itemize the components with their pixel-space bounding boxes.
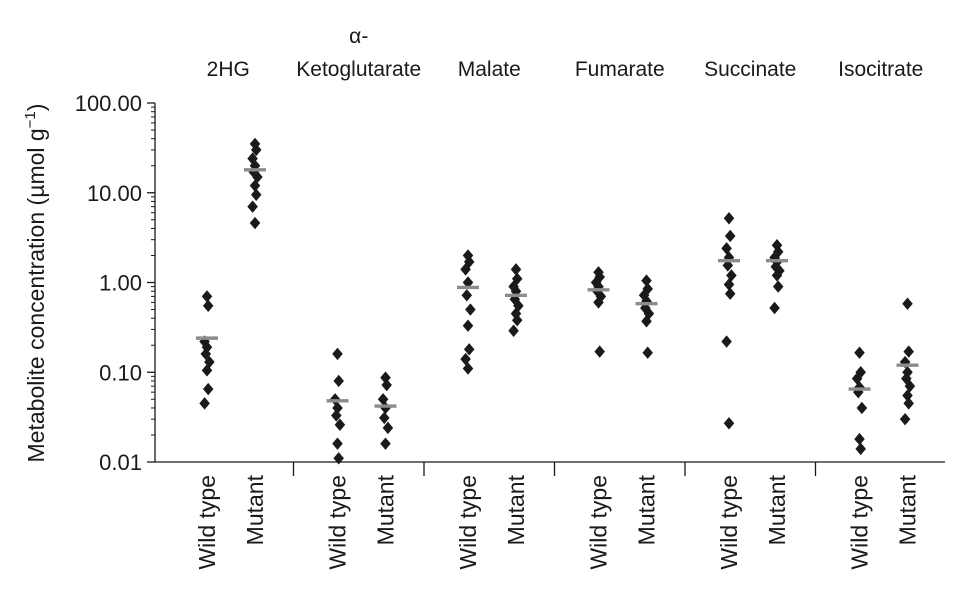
data-point: [201, 364, 213, 377]
wild-type-label: Wild type: [194, 475, 220, 570]
data-point: [723, 278, 735, 291]
y-axis-label: Metabolite concentration (µmol g−1): [22, 104, 49, 463]
data-marks: [196, 137, 919, 465]
data-point: [641, 315, 652, 328]
data-point: [460, 352, 471, 366]
y-tick-label: 100.00: [75, 91, 142, 116]
data-point: [380, 401, 391, 415]
metabolite-label: Malate: [458, 58, 521, 81]
data-point: [249, 179, 261, 192]
data-point: [903, 397, 914, 410]
data-point: [902, 297, 913, 310]
data-point: [856, 401, 868, 415]
y-axis-label-close: ): [23, 104, 49, 112]
mutant-label: Mutant: [242, 474, 268, 545]
data-point: [855, 442, 866, 456]
data-point: [249, 216, 261, 230]
data-point: [721, 242, 732, 255]
data-point: [332, 347, 343, 361]
data-point: [380, 371, 391, 384]
data-point: [904, 379, 916, 393]
data-point: [641, 274, 652, 287]
data-point: [250, 188, 262, 201]
wild-type-label: Wild type: [586, 475, 612, 570]
y-tick-label: 0.10: [99, 360, 142, 385]
data-point: [332, 401, 343, 415]
data-point: [772, 280, 784, 293]
data-point: [726, 269, 737, 282]
mutant-label: Mutant: [634, 474, 660, 545]
data-point: [199, 397, 210, 410]
data-point: [642, 346, 653, 359]
data-point: [899, 412, 911, 426]
axes: 0.01 0.10 1.00 10.00 100.00: [75, 91, 945, 476]
data-point: [723, 212, 735, 225]
data-point: [460, 263, 471, 276]
data-point: [247, 200, 258, 213]
y-tick-label: 0.01: [99, 450, 142, 475]
wild-type-label: Wild type: [716, 475, 742, 570]
metabolite-label: Succinate: [704, 58, 796, 81]
data-point: [381, 378, 392, 392]
metabolite-label: α-: [349, 25, 368, 48]
data-point: [902, 389, 913, 402]
data-point: [201, 290, 213, 303]
data-point: [771, 269, 783, 282]
data-point: [461, 289, 473, 302]
data-point: [462, 362, 474, 375]
data-point: [723, 417, 735, 430]
data-point: [380, 437, 391, 450]
data-point: [854, 432, 865, 446]
wild-type-label: Wild type: [455, 475, 481, 570]
data-point: [854, 346, 865, 359]
data-point: [593, 296, 604, 309]
data-point: [721, 335, 732, 348]
wild-type-label: Wild type: [325, 475, 351, 570]
data-point: [333, 374, 344, 388]
data-point: [769, 301, 780, 315]
metabolite-label: Isocitrate: [838, 58, 923, 81]
mutant-label: Mutant: [764, 474, 790, 545]
data-point: [379, 411, 390, 425]
data-point: [511, 314, 523, 327]
data-point: [463, 343, 475, 356]
data-point: [334, 418, 346, 431]
y-tick-label: 10.00: [87, 181, 142, 206]
data-point: [332, 437, 343, 450]
metabolite-label: Ketoglutarate: [296, 58, 421, 81]
wild-type-label: Wild type: [847, 475, 873, 570]
data-point: [331, 409, 342, 422]
mutant-label: Mutant: [373, 474, 399, 545]
metabolite-label: 2HG: [207, 58, 250, 81]
data-point: [903, 345, 914, 358]
data-point: [382, 421, 394, 435]
data-point: [510, 263, 522, 276]
y-axis-label-superscript: −1: [22, 111, 39, 128]
data-point: [247, 152, 258, 165]
data-point: [202, 382, 214, 396]
data-point: [724, 229, 736, 243]
mutant-label: Mutant: [503, 474, 529, 545]
data-point: [333, 452, 344, 465]
data-point: [462, 319, 474, 332]
metabolite-label: Fumarate: [575, 58, 665, 81]
y-tick-label: 1.00: [99, 271, 142, 296]
data-point: [508, 324, 519, 337]
data-point: [594, 345, 605, 358]
data-point: [462, 249, 474, 262]
data-point: [465, 303, 476, 316]
labels: 2HG Wild type Mutant α- Ketoglutarate Wild ty…: [194, 25, 923, 570]
y-axis-label-main: Metabolite concentration (µmol g: [23, 128, 49, 462]
data-point: [250, 143, 262, 157]
data-point: [462, 276, 474, 289]
data-point: [724, 287, 736, 300]
data-point: [202, 299, 214, 313]
mutant-label: Mutant: [895, 474, 921, 545]
